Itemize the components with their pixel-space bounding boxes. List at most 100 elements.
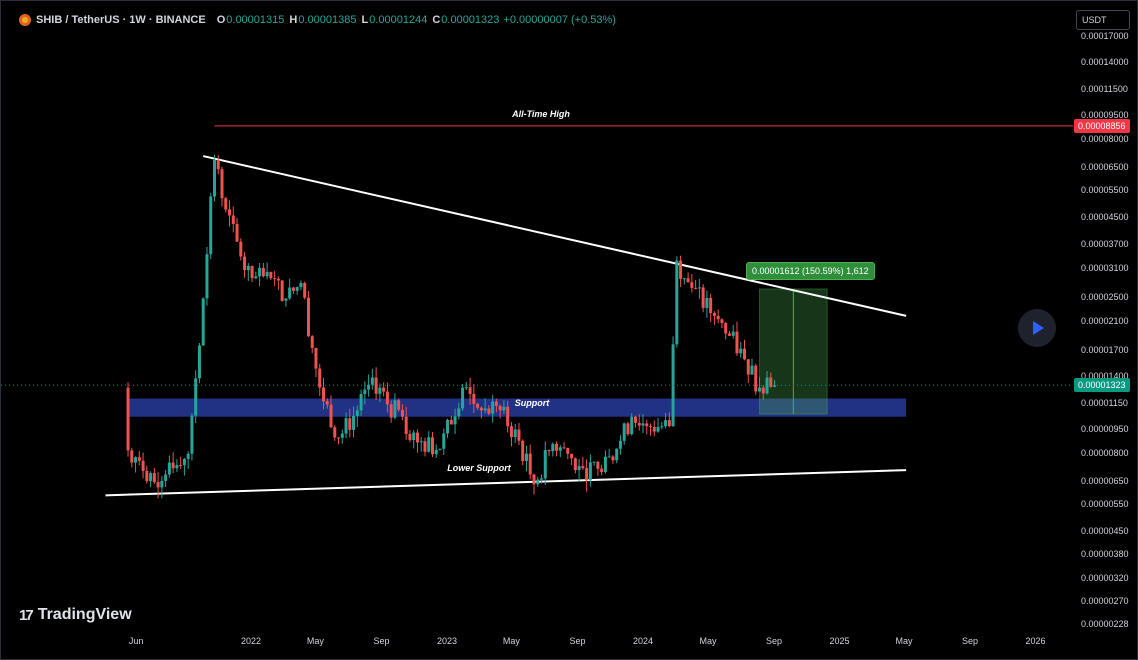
candle-body [758,387,762,392]
candle-body [769,377,773,387]
time-tick-label: Sep [373,636,390,646]
candle-body [160,480,164,488]
candle-body [453,416,457,425]
tradingview-logo-icon: 17 [19,606,34,624]
candle-body [134,457,138,463]
candle-body [273,278,277,280]
candle-body [412,432,416,441]
candle-body [415,432,419,443]
candle-body [235,223,239,242]
candle-body [622,423,626,441]
candle-body [408,433,412,441]
price-tick-label: 0.00001400 [1081,371,1129,382]
candle-body [258,267,262,277]
candle-body [431,437,435,455]
candle-body [701,287,705,308]
candle-body [675,260,679,345]
candle-body [735,331,739,354]
candle-body [355,410,359,416]
candles-group [126,154,777,499]
replay-play-button[interactable] [1018,309,1056,347]
candle-body [216,159,220,170]
price-tick-label: 0.00000320 [1081,572,1129,583]
candle-body [340,433,344,438]
candle-body [434,449,438,455]
price-tick-label: 0.00001150 [1081,398,1128,409]
price-tick-label: 0.00000950 [1081,424,1129,435]
price-tick-label: 0.00001700 [1081,345,1129,356]
candle-body [483,408,487,411]
candle-body [618,440,622,449]
chart-canvas[interactable] [1,1,1073,633]
candle-body [446,419,450,434]
candle-body [228,209,232,216]
candle-body [754,365,758,392]
price-tick-label: 0.00000228 [1081,619,1129,629]
candle-body [182,458,186,466]
candle-body [186,453,190,459]
candle-body [137,457,141,461]
candle-body [250,265,254,279]
tradingview-logo[interactable]: 17 TradingView [19,606,132,624]
candle-body [720,319,724,324]
candle-body [566,447,570,454]
price-tick-label: 0.00000650 [1081,476,1129,487]
candle-body [205,254,209,299]
candle-body [724,323,728,334]
candle-body [585,468,589,481]
candle-body [149,473,153,482]
time-axis[interactable]: Jun 2022 May Sep 2023 May Sep 2024 May Sep 2025 May… [1,633,1138,653]
candle-body [626,423,630,435]
candle-body [532,474,536,485]
candle-body [472,393,476,404]
open-label: O [216,14,226,26]
candle-body [209,196,213,255]
price-tick-label: 0.00002500 [1081,292,1129,303]
candle-body [321,387,325,402]
price-tick-label: 0.00008000 [1081,133,1129,144]
symbol-title[interactable]: SHIB / TetherUS · 1W · BINANCE [36,14,206,26]
price-tick-label: 0.00006500 [1081,162,1129,173]
price-tick-label: 0.00000450 [1081,526,1129,537]
candle-body [596,461,600,469]
candle-body [261,267,265,277]
candle-body [243,256,247,271]
price-tick-label: 0.00000270 [1081,595,1129,606]
currency-button[interactable]: USDT [1076,10,1130,30]
candle-body [570,453,574,459]
price-axis[interactable]: 0.00017000 0.00014000 0.00011500 0.00009500… [1073,1,1138,633]
candle-body [130,450,134,463]
candle-body [295,287,299,291]
time-tick-label: May [699,636,717,646]
price-tick-label: 0.00000800 [1081,447,1129,458]
candle-body [509,426,513,438]
time-tick-label: Sep [766,636,783,646]
candle-body [637,422,641,426]
time-tick-label: Sep [569,636,586,646]
candle-body [352,415,356,430]
symbol-header: SHIB / TetherUS · 1W · BINANCE O 0.00001… [19,11,616,29]
candle-body [246,265,250,271]
candle-body [615,448,619,461]
last-price-tag: 0.00001323 [1074,378,1130,392]
candle-body [649,426,653,428]
candle-body [190,415,194,454]
candle-body [265,271,269,277]
candle-body [468,387,472,394]
candle-body [427,437,431,452]
candle-body [641,423,645,426]
price-tick-label: 0.00002100 [1081,316,1129,327]
candle-body [709,297,713,314]
candle-body [284,298,288,301]
candle-body [551,443,555,452]
candle-body [254,276,258,279]
time-tick-label: 2024 [632,636,654,646]
candle-body [611,456,615,461]
candle-body [487,408,491,414]
candle-body [588,462,592,481]
time-tick-label: May [502,636,520,646]
candle-body [397,400,401,410]
support-zone [128,398,907,417]
candle-body [765,377,769,394]
candle-body [592,461,596,463]
